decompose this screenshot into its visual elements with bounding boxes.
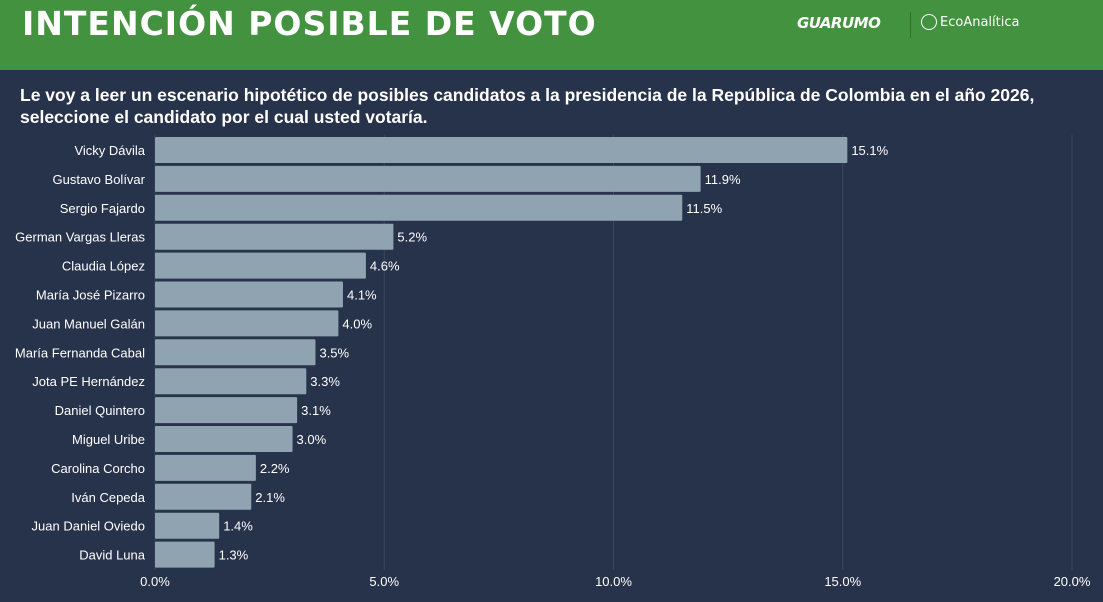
data-label: 3.0%: [297, 432, 327, 447]
logo-divider: [910, 12, 911, 38]
category-label: Iván Cepeda: [71, 490, 145, 505]
data-label: 4.6%: [370, 259, 400, 274]
data-label: 11.9%: [705, 172, 741, 187]
category-label: Juan Daniel Oviedo: [32, 519, 145, 534]
data-label: 2.1%: [255, 490, 285, 505]
category-label: Juan Manuel Galán: [32, 316, 145, 331]
data-label: 5.2%: [397, 230, 427, 245]
data-label: 1.4%: [223, 519, 253, 534]
category-label: María Fernanda Cabal: [15, 345, 145, 360]
ecoanalitica-icon: [921, 14, 937, 30]
tick-label: 20.0%: [1054, 574, 1091, 589]
bar: [155, 541, 215, 568]
bar: [155, 426, 293, 452]
data-label: 4.0%: [342, 316, 372, 331]
guarumo-logo: GUARUMO: [797, 14, 881, 32]
data-label: 4.1%: [347, 288, 377, 303]
bar: [155, 339, 316, 366]
question-text: Le voy a leer un escenario hipotético de…: [20, 85, 1035, 127]
tick-label: 0.0%: [140, 574, 170, 589]
data-label: 3.3%: [310, 374, 340, 389]
category-label: Daniel Quintero: [55, 403, 145, 418]
category-label: Gustavo Bolívar: [53, 172, 146, 187]
category-label: German Vargas Lleras: [15, 230, 145, 245]
category-label: Miguel Uribe: [72, 432, 145, 447]
category-label: Jota PE Hernández: [32, 374, 145, 389]
category-label: María José Pizarro: [36, 288, 145, 303]
bar: [155, 281, 343, 308]
data-label: 11.5%: [686, 201, 722, 216]
header-bar: INTENCIÓN POSIBLE DE VOTO GUARUMO EcoAna…: [0, 0, 1103, 70]
bar: [155, 137, 848, 163]
data-label: 3.1%: [301, 403, 331, 418]
ecoanalitica-label: EcoAnalítica: [940, 14, 1020, 30]
category-label: Claudia López: [62, 259, 145, 274]
bar: [155, 310, 339, 337]
category-label: Carolina Corcho: [51, 461, 145, 476]
tick-label: 10.0%: [595, 574, 632, 589]
tick-label: 15.0%: [824, 574, 861, 589]
bar: [155, 165, 701, 192]
bar: [155, 223, 394, 250]
category-label: David Luna: [79, 548, 146, 563]
bar: [155, 483, 252, 510]
bar: [155, 252, 366, 279]
bar: [155, 512, 220, 539]
bar: [155, 454, 256, 481]
bar: [155, 194, 683, 221]
ecoanalitica-logo: EcoAnalítica: [921, 14, 1019, 30]
page-title: INTENCIÓN POSIBLE DE VOTO: [22, 4, 597, 43]
data-label: 3.5%: [319, 345, 349, 360]
bar: [155, 368, 307, 395]
data-label: 15.1%: [851, 143, 888, 158]
tick-label: 5.0%: [369, 574, 399, 589]
category-label: Sergio Fajardo: [60, 201, 145, 216]
data-label: 2.2%: [260, 461, 290, 476]
category-label: Vicky Dávila: [74, 143, 145, 158]
data-label: 1.3%: [219, 548, 249, 563]
bar: [155, 397, 298, 424]
